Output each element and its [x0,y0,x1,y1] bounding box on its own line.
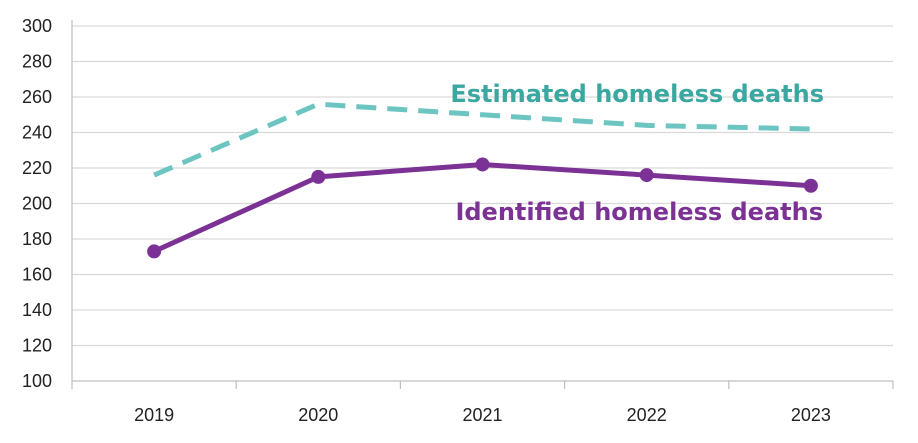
series-label-estimated: Estimated homeless deaths [450,80,824,108]
x-tick-label-2020: 2020 [298,405,338,425]
y-tick-label-180: 180 [22,229,52,249]
series-group [147,101,818,259]
gridlines [72,25,893,347]
x-tick-label-2021: 2021 [462,405,502,425]
y-tick-label-300: 300 [22,16,52,36]
y-tick-label-100: 100 [22,371,52,391]
x-tick-label-2022: 2022 [627,405,667,425]
y-tick-label-280: 280 [22,52,52,72]
series-1-point-2021 [475,157,490,172]
series-line-0 [153,101,811,178]
y-tick-label-240: 240 [22,123,52,143]
y-tick-label-260: 260 [22,87,52,107]
y-tick-label-200: 200 [22,194,52,214]
series-1-point-2019 [147,244,162,259]
x-tick-label-2023: 2023 [791,405,831,425]
y-tick-label-140: 140 [22,300,52,320]
y-tick-label-220: 220 [22,158,52,178]
series-1-point-2023 [803,178,818,193]
x-tick-label-2019: 2019 [134,405,174,425]
y-tick-label-120: 120 [22,336,52,356]
series-1-point-2020 [311,169,326,184]
series-1-point-2022 [639,168,654,183]
series-label-identified: Identified homeless deaths [455,198,823,226]
x-axis: 2019 2020 2021 2022 2023 [71,380,894,425]
y-axis: 100 120 140 160 180 200 220 240 260 280 300 [22,16,73,391]
y-tick-label-160: 160 [22,265,52,285]
